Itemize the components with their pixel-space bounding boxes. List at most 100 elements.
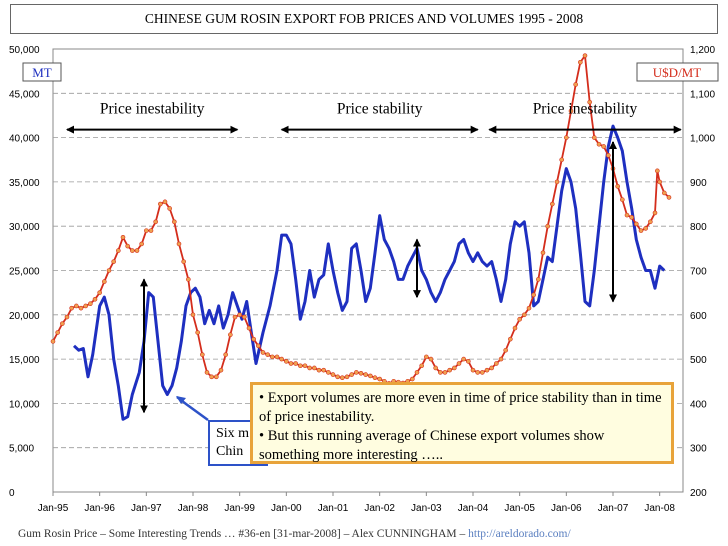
y-left-tick-label: 20,000 [9, 311, 40, 322]
price-point [209, 374, 214, 380]
price-point [648, 219, 653, 225]
y-left-label: MT [32, 65, 52, 80]
price-point [564, 135, 569, 140]
price-point [587, 99, 592, 105]
price-point [652, 210, 658, 216]
price-point [433, 365, 438, 371]
price-point [349, 372, 354, 377]
price-point [517, 316, 522, 322]
y-left-tick-label: 10,000 [9, 399, 40, 410]
annotation-arrows [66, 125, 682, 414]
price-point [428, 356, 434, 362]
x-tick-label: Jan-02 [364, 503, 395, 514]
price-point [536, 277, 541, 282]
price-point [414, 370, 420, 375]
price-point [116, 248, 121, 253]
footer-text: Gum Rosin Price – Some Interesting Trend… [18, 528, 469, 540]
y-left-tick-label: 30,000 [9, 222, 40, 233]
price-point [452, 365, 457, 371]
y-right-tick-label: 900 [690, 178, 707, 189]
price-point [559, 157, 564, 163]
price-point [335, 374, 340, 380]
period-label: Price inestability [100, 101, 205, 118]
price-point [312, 365, 317, 371]
y-right-tick-label: 500 [690, 355, 707, 366]
price-point [307, 365, 312, 371]
x-tick-label: Jan-04 [458, 503, 489, 514]
price-point [181, 259, 186, 264]
price-point [195, 330, 200, 335]
price-point [204, 370, 210, 375]
price-point [340, 375, 345, 381]
footer: Gum Rosin Price – Some Interesting Trend… [0, 522, 728, 546]
price-point [83, 303, 88, 309]
price-point [260, 350, 266, 355]
note-line-1: Six m [216, 426, 250, 441]
price-point [316, 367, 322, 373]
axes: 0 5,000 10,000 15,000 20,000 25,000 30,000 35,0… [9, 45, 719, 514]
y-right-tick-label: 1,200 [690, 45, 715, 56]
price-point [466, 359, 471, 364]
price-point [228, 332, 233, 338]
price-point [237, 312, 242, 318]
price-point [64, 314, 70, 320]
y-right-tick-label: 1,100 [690, 89, 715, 100]
price-point [139, 241, 144, 247]
callout-line-2: • But this running average of Chinese ex… [259, 428, 605, 463]
y-left-tick-label: 45,000 [9, 89, 40, 100]
price-point [134, 248, 140, 253]
callout-box: • Export volumes are more even in time o… [250, 382, 674, 464]
y-left-tick-label: 15,000 [9, 355, 40, 366]
y-left-tick-label: 40,000 [9, 134, 40, 145]
x-tick-label: Jan-08 [644, 503, 675, 514]
price-point [554, 179, 560, 185]
price-point [186, 277, 191, 282]
x-tick-label: Jan-98 [178, 503, 209, 514]
price-point [162, 199, 168, 205]
price-point [363, 372, 368, 377]
price-point [578, 59, 583, 65]
price-point [419, 363, 424, 369]
y-left-tick-label: 25,000 [9, 267, 40, 278]
price-point [480, 370, 485, 375]
y-right-tick-label: 300 [690, 444, 707, 455]
x-tick-label: Jan-07 [598, 503, 629, 514]
price-point [125, 243, 130, 249]
price-point [298, 363, 303, 369]
price-point [540, 250, 546, 256]
footer-link[interactable]: http://areldorado.com/ [468, 528, 571, 540]
price-line [52, 54, 670, 385]
price-point [447, 367, 452, 373]
x-tick-label: Jan-95 [38, 503, 69, 514]
price-point [531, 292, 536, 298]
price-point [629, 215, 634, 220]
y-left-label-box [22, 62, 62, 82]
annotation-labels: Price inestability Price stability Price i… [100, 101, 638, 118]
note-connector-head [176, 396, 186, 404]
price-point [410, 376, 415, 382]
price-point [265, 352, 270, 357]
price-point [74, 303, 79, 309]
y-left-tick-label: 50,000 [9, 45, 40, 56]
price-point [592, 135, 597, 140]
price-point [475, 370, 480, 375]
price-point [368, 373, 373, 379]
price-point [242, 314, 247, 320]
price-point [596, 141, 602, 147]
price-point [69, 305, 74, 311]
y-right-tick-label: 700 [690, 267, 707, 278]
y-right-tick-label: 400 [690, 399, 707, 410]
price-point [461, 356, 466, 362]
price-point [470, 367, 476, 373]
x-tick-label: Jan-01 [318, 503, 349, 514]
price-point [302, 363, 308, 369]
price-point [256, 343, 261, 349]
price-point [321, 367, 326, 373]
price-point [288, 361, 294, 366]
price-point [120, 234, 126, 240]
y-left-tick-label: 5,000 [9, 444, 34, 455]
price-point [582, 53, 588, 58]
price-point [512, 325, 518, 331]
price-point [494, 361, 499, 366]
